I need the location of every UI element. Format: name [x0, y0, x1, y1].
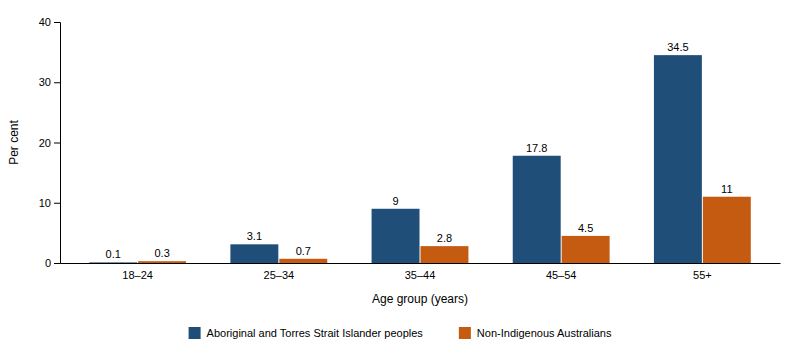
y-tick: 40: [39, 16, 60, 28]
legend-swatch: [459, 327, 471, 339]
data-label: 17.8: [526, 142, 547, 154]
bar: [513, 156, 561, 263]
data-label: 11: [721, 183, 732, 195]
y-tick-mark: [54, 203, 60, 204]
y-tick-mark: [54, 143, 60, 144]
plot: 0.1 3.1 9 17.8 34.5 0.3 0.7 2.8 4.5 11 0 10 20 30 40 18…: [39, 16, 781, 281]
x-axis-line: [61, 263, 781, 264]
legend-label: Non-Indigenous Australians: [477, 327, 612, 339]
y-axis-title: Per cent: [7, 119, 21, 164]
data-label: 0.7: [296, 245, 311, 257]
bar: [562, 236, 610, 263]
y-tick-label: 30: [39, 76, 51, 88]
data-label: 0.1: [106, 248, 121, 260]
y-tick-mark: [54, 22, 60, 23]
y-axis: 0 10 20 30 40: [39, 16, 61, 269]
x-tick: 25–34: [264, 269, 295, 281]
legend-item: Aboriginal and Torres Strait Islander pe…: [189, 327, 424, 339]
data-label: 3.1: [247, 230, 262, 242]
legend-label: Aboriginal and Torres Strait Islander pe…: [207, 327, 424, 339]
bar: [420, 246, 468, 263]
legend-swatch: [189, 327, 201, 339]
x-tick: 45–54: [546, 269, 577, 281]
y-tick: 0: [45, 257, 60, 269]
y-tick-label: 40: [39, 16, 51, 28]
x-tick-label: 18–24: [122, 269, 153, 281]
x-tick-label: 35–44: [405, 269, 436, 281]
x-tick: 55+: [693, 269, 712, 281]
y-tick: 30: [39, 76, 60, 88]
bar: [230, 244, 278, 263]
x-axis-title: Age group (years): [372, 292, 468, 306]
x-tick-label: 25–34: [264, 269, 295, 281]
y-axis-line: [54, 23, 61, 264]
y-tick: 10: [39, 197, 60, 209]
data-label: 34.5: [667, 41, 688, 53]
y-tick-label: 0: [45, 257, 51, 269]
bar: [279, 259, 327, 263]
x-tick-label: 45–54: [546, 269, 577, 281]
bar: [138, 261, 186, 263]
y-tick: 20: [39, 137, 60, 149]
legend-item: Non-Indigenous Australians: [459, 327, 612, 339]
data-label: 2.8: [437, 232, 452, 244]
chart: 0.1 3.1 9 17.8 34.5 0.3 0.7 2.8 4.5 11 0 10 20 30 40 18…: [0, 0, 800, 355]
bars: [89, 55, 751, 263]
x-axis: 18–24 25–34 35–44 45–54 55+: [61, 264, 781, 281]
y-tick-label: 20: [39, 137, 51, 149]
y-tick-label: 10: [39, 197, 51, 209]
data-label: 4.5: [578, 222, 593, 234]
bar: [654, 55, 702, 263]
data-label: 0.3: [154, 247, 169, 259]
bar: [89, 262, 137, 263]
data-labels: 0.1 3.1 9 17.8 34.5 0.3 0.7 2.8 4.5 11: [106, 41, 733, 260]
data-label: 9: [392, 195, 398, 207]
bar: [372, 209, 420, 263]
bar: [703, 197, 751, 263]
y-tick-mark: [54, 263, 60, 264]
x-tick-label: 55+: [693, 269, 712, 281]
x-tick: 18–24: [122, 269, 153, 281]
x-tick: 35–44: [405, 269, 436, 281]
legend: Aboriginal and Torres Strait Islander pe…: [189, 327, 612, 339]
y-tick-mark: [54, 82, 60, 83]
